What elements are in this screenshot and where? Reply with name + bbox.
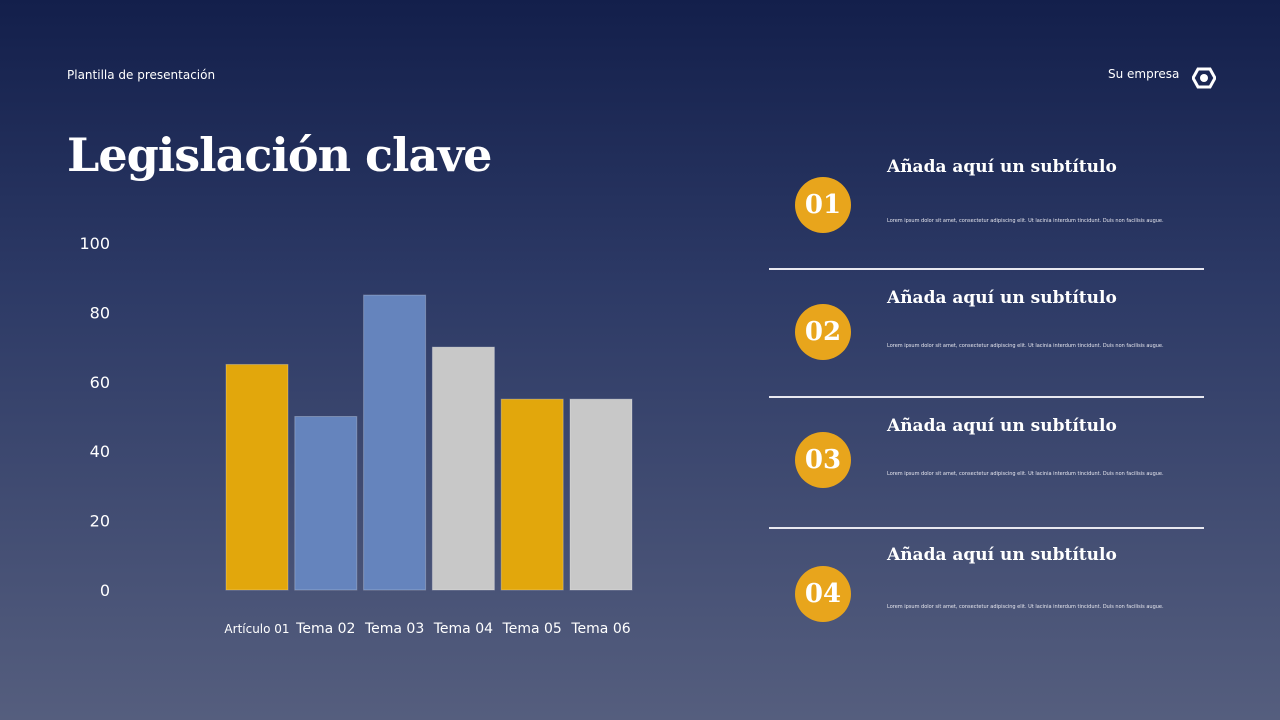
y-tick-label: 40 xyxy=(90,442,110,461)
section-subtitle: Añada aquí un subtítulo xyxy=(887,157,1117,177)
section-subtitle: Añada aquí un subtítulo xyxy=(887,288,1117,308)
section-body: Lorem ipsum dolor sit amet, consectetur … xyxy=(887,471,1164,477)
y-tick-label: 100 xyxy=(79,234,110,253)
section-number-badge: 04 xyxy=(795,566,851,622)
section-number-badge: 03 xyxy=(795,432,851,488)
bar xyxy=(500,398,564,591)
divider xyxy=(769,396,1204,398)
x-tick-label: Tema 06 xyxy=(570,621,630,637)
x-tick-label: Tema 02 xyxy=(295,621,355,637)
x-tick-label: Tema 05 xyxy=(502,621,562,637)
page-title: Legislación clave xyxy=(67,128,492,182)
x-tick-label: Artículo 01 xyxy=(224,622,289,636)
section-subtitle: Añada aquí un subtítulo xyxy=(887,416,1117,436)
x-tick-label: Tema 04 xyxy=(433,621,493,637)
bar xyxy=(569,398,633,591)
divider xyxy=(769,527,1204,529)
hexagon-logo-icon xyxy=(1192,67,1216,89)
y-tick-label: 20 xyxy=(90,512,110,531)
template-label: Plantilla de presentación xyxy=(67,68,216,82)
divider xyxy=(769,268,1204,270)
y-tick-label: 60 xyxy=(90,373,110,392)
y-tick-label: 80 xyxy=(90,303,110,322)
bar xyxy=(294,416,358,591)
section-subtitle: Añada aquí un subtítulo xyxy=(887,545,1117,565)
y-tick-label: 0 xyxy=(100,581,110,600)
bar xyxy=(225,363,289,591)
section-number-badge: 02 xyxy=(795,304,851,360)
section-body: Lorem ipsum dolor sit amet, consectetur … xyxy=(887,604,1164,610)
bar-chart: 0 20 40 60 80 100 Artículo 01 Tema 02 Tema 03 Tem… xyxy=(79,234,633,637)
section-body: Lorem ipsum dolor sit amet, consectetur … xyxy=(887,343,1164,349)
x-tick-label: Tema 03 xyxy=(364,621,424,637)
bar xyxy=(431,346,495,591)
company-name: Su empresa xyxy=(1108,67,1180,81)
bar xyxy=(363,294,427,591)
section-number-badge: 01 xyxy=(795,177,851,233)
section-body: Lorem ipsum dolor sit amet, consectetur … xyxy=(887,218,1164,224)
